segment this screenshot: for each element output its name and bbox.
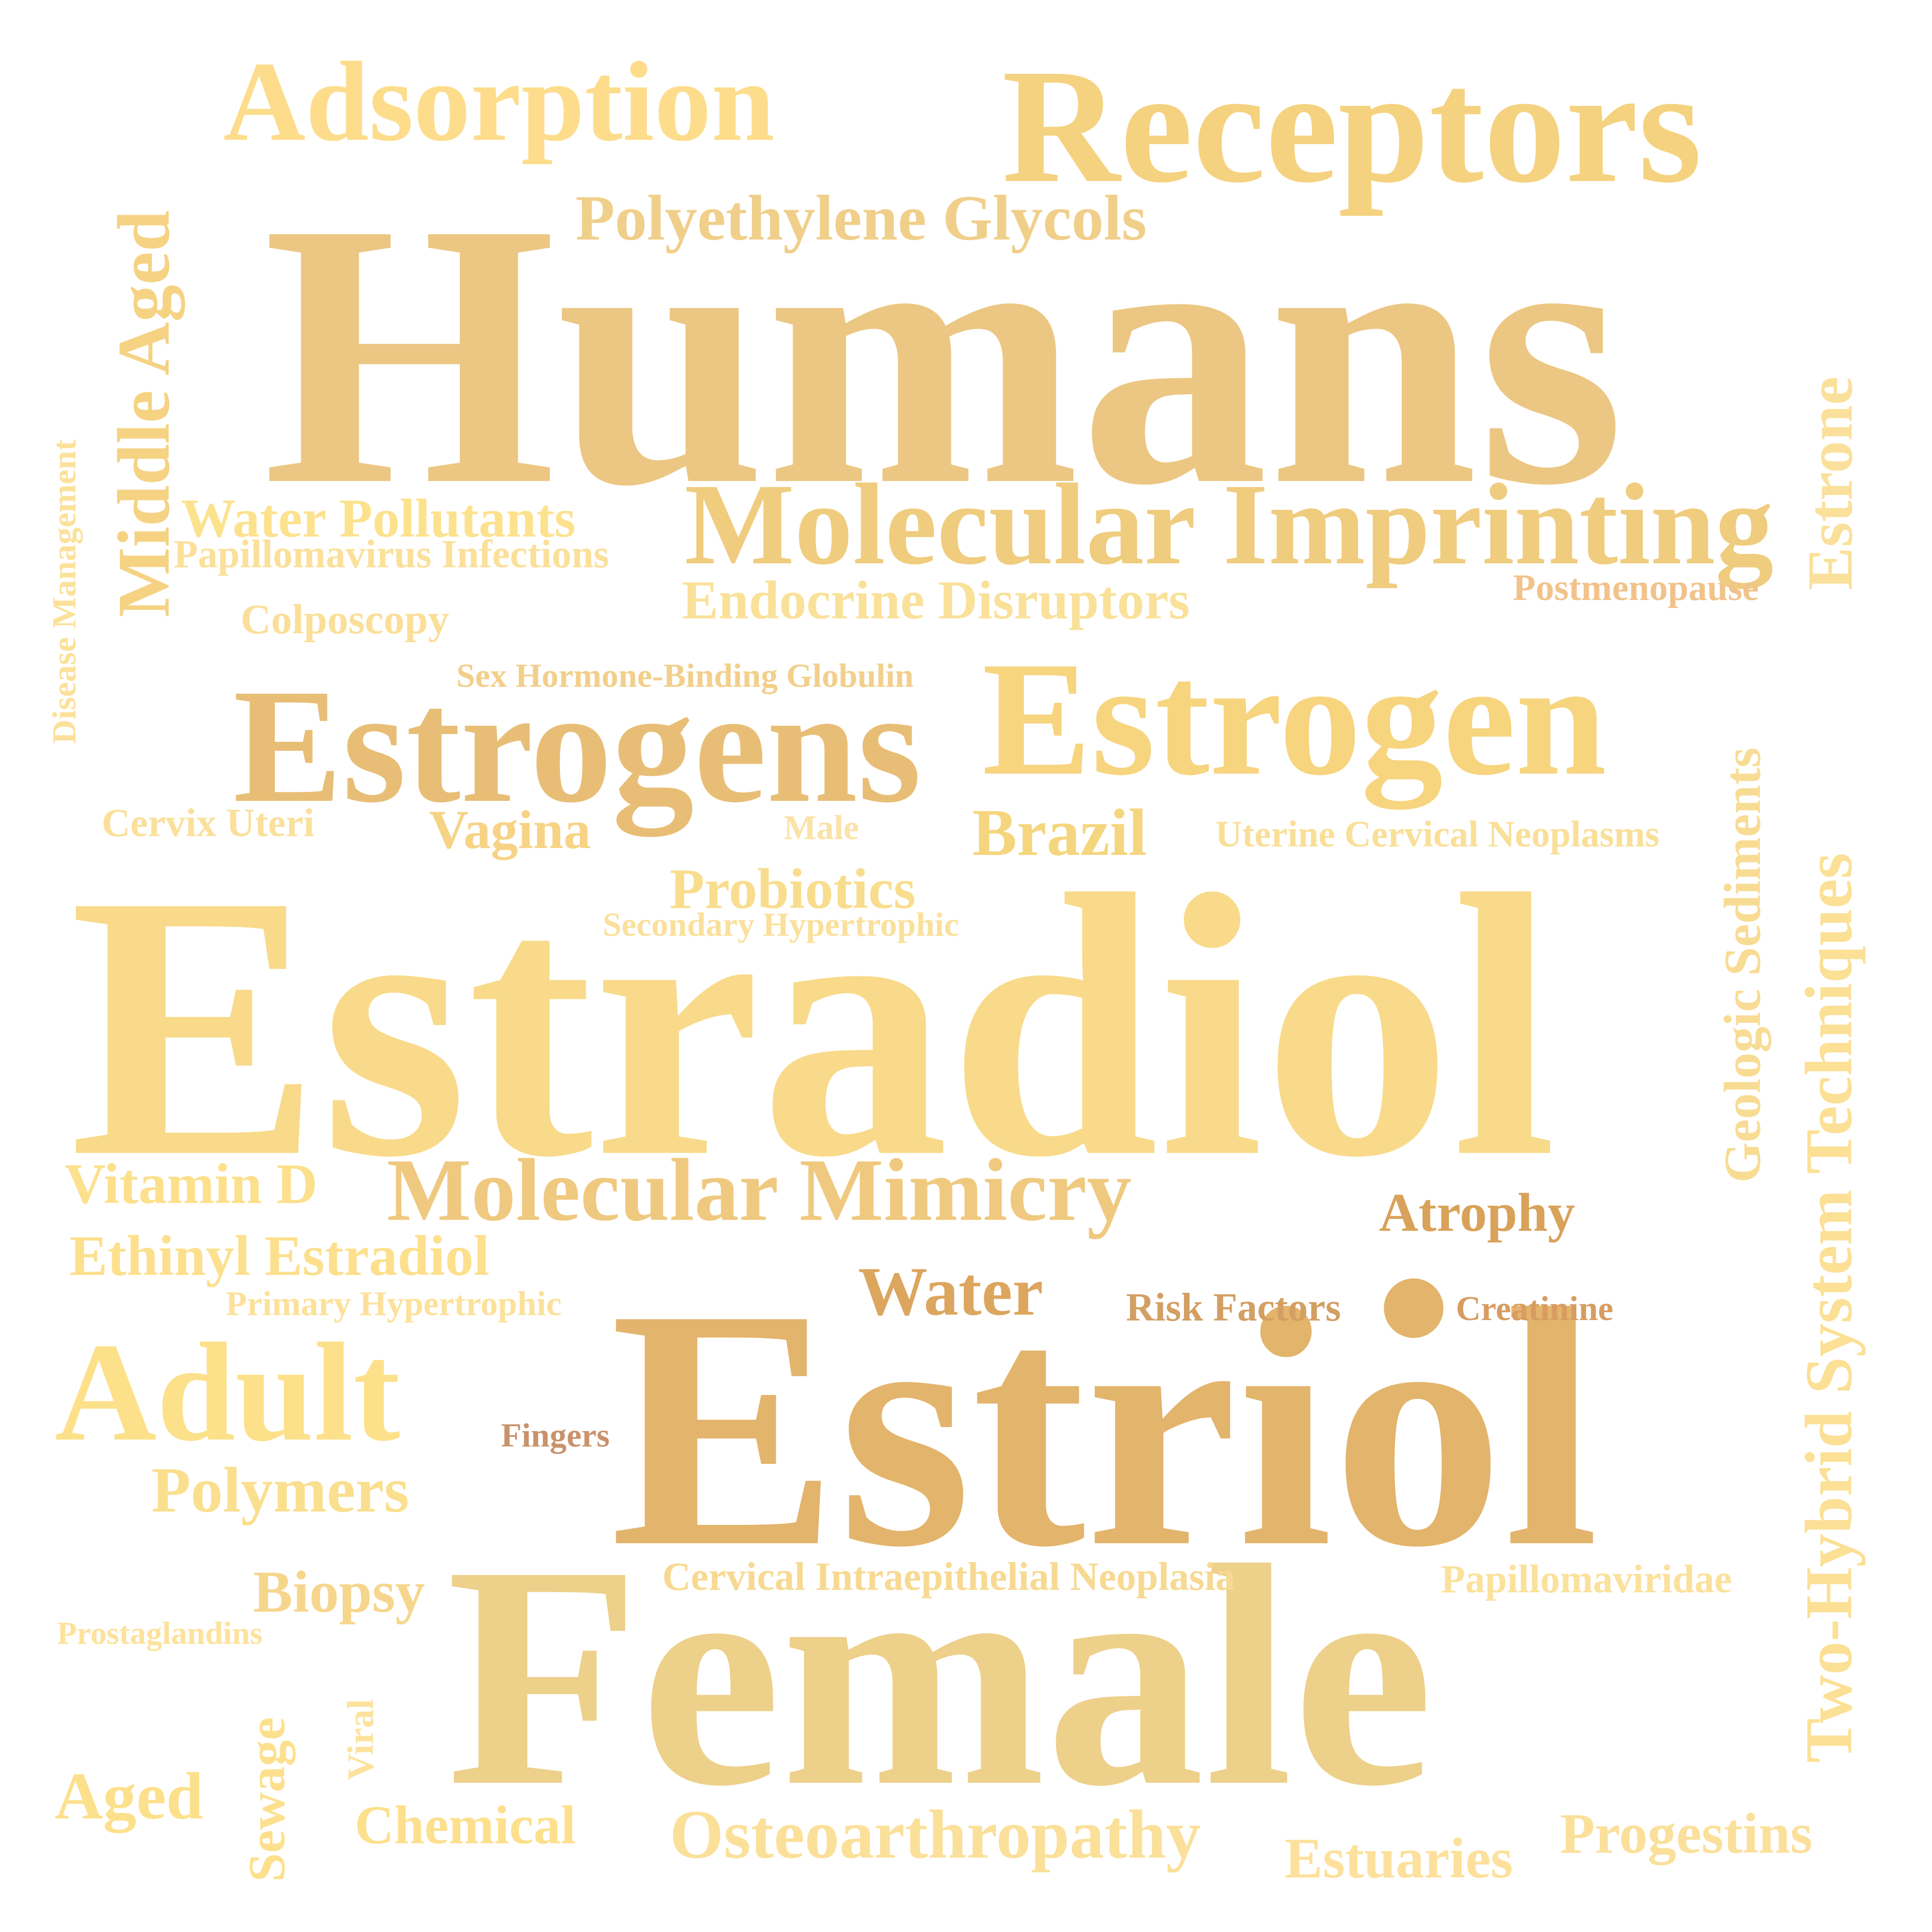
word-vitamin-d: Vitamin D bbox=[64, 1152, 318, 1215]
word-probiotics: Probiotics bbox=[670, 857, 916, 920]
word-estrogens: Estrogens bbox=[233, 656, 922, 837]
word-two-hybrid-system-techniques: Two-Hybrid System Techniques bbox=[1792, 852, 1866, 1763]
word-water: Water bbox=[858, 1253, 1044, 1330]
word-papillomavirus-infections: Papillomavirus Infections bbox=[174, 533, 609, 576]
word-cervical-intraepithelial-neoplasia: Cervical Intraepithelial Neoplasia bbox=[662, 1555, 1236, 1599]
word-creatinine: Creatinine bbox=[1456, 1290, 1614, 1328]
word-humans: Humans bbox=[263, 146, 1625, 563]
word-secondary-hypertrophic: Secondary Hypertrophic bbox=[603, 906, 959, 943]
word-sewage: Sewage bbox=[238, 1717, 296, 1882]
bullet-dot bbox=[1384, 1278, 1443, 1338]
word-middle-aged: Middle Aged bbox=[103, 210, 185, 617]
word-fingers: Fingers bbox=[501, 1416, 610, 1454]
word-colposcopy: Colposcopy bbox=[241, 596, 449, 643]
word-uterine-cervical-neoplasms: Uterine Cervical Neoplasms bbox=[1215, 814, 1660, 855]
word-molecular-mimicry: Molecular Mimicry bbox=[387, 1141, 1132, 1239]
word-primary-hypertrophic: Primary Hypertrophic bbox=[226, 1285, 562, 1323]
word-estrone: Estrone bbox=[1795, 376, 1866, 590]
word-osteoarthropathy: Osteoarthropathy bbox=[670, 1796, 1201, 1873]
word-risk-factors: Risk Factors bbox=[1126, 1286, 1341, 1329]
word-male: Male bbox=[784, 809, 859, 847]
word-disease-management: Disease Management bbox=[45, 439, 83, 744]
word-vagina: Vagina bbox=[429, 799, 591, 860]
word-geologic-sediments: Geologic Sediments bbox=[1713, 747, 1771, 1183]
word-endocrine-disruptors: Endocrine Disruptors bbox=[682, 570, 1190, 630]
word-atrophy: Atrophy bbox=[1379, 1182, 1575, 1243]
word-cervix-uteri: Cervix Uteri bbox=[102, 801, 314, 845]
word-water-pollutants: Water Pollutants bbox=[181, 488, 576, 548]
word-estuaries: Estuaries bbox=[1285, 1827, 1513, 1890]
word-chemical: Chemical bbox=[355, 1795, 576, 1855]
word-polymers: Polymers bbox=[151, 1454, 409, 1526]
word-biopsy: Biopsy bbox=[253, 1559, 425, 1625]
word-adsorption: Adsorption bbox=[223, 38, 775, 165]
word-sex-hormone-binding-globulin: Sex Hormone-Binding Globulin bbox=[456, 657, 914, 694]
word-papillomaviridae: Papillomaviridae bbox=[1441, 1558, 1732, 1601]
word-ethinyl-estradiol: Ethinyl Estradiol bbox=[69, 1224, 490, 1287]
word-adult: Adult bbox=[55, 1314, 400, 1470]
word-estrogen: Estrogen bbox=[982, 628, 1607, 809]
word-progestins: Progestins bbox=[1560, 1802, 1812, 1865]
word-estradiol: Estradiol bbox=[69, 818, 1557, 1235]
word-female: Female bbox=[446, 1501, 1433, 1852]
word-brazil: Brazil bbox=[972, 796, 1147, 870]
word-receptors: Receptors bbox=[1002, 36, 1702, 217]
word-aged: Aged bbox=[55, 1759, 203, 1833]
word-viral: Viral bbox=[340, 1699, 381, 1780]
word-molecular-imprinting: Molecular Imprinting bbox=[685, 460, 1774, 589]
word-postmenopause: Postmenopause bbox=[1513, 567, 1759, 608]
word-prostaglandins: Prostaglandins bbox=[57, 1616, 263, 1651]
word-polyethylene-glycols: Polyethylene Glycols bbox=[575, 182, 1147, 254]
